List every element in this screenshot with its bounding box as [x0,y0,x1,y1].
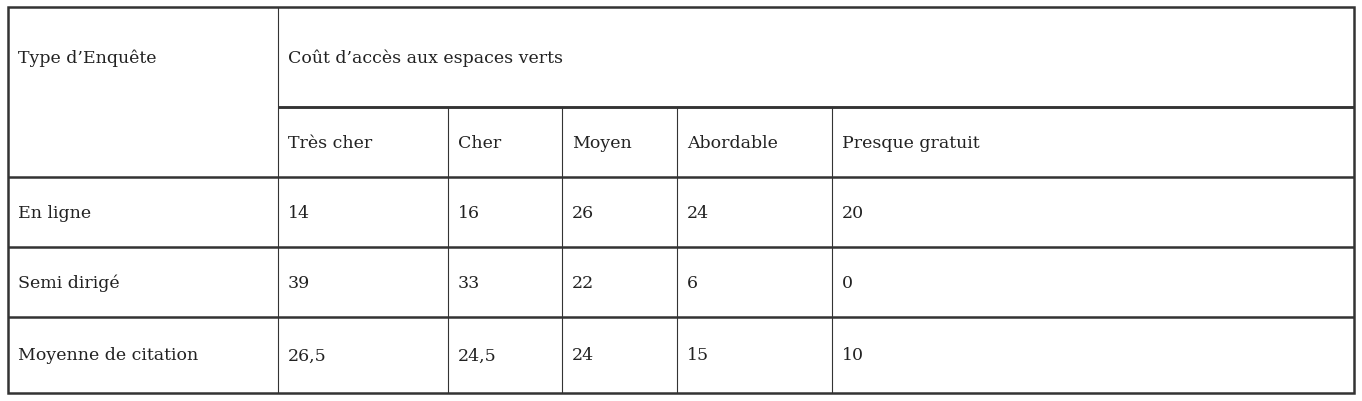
Text: Très cher: Très cher [287,134,372,151]
Text: 6: 6 [686,274,697,291]
Text: Presque gratuit: Presque gratuit [842,134,979,151]
Text: 0: 0 [842,274,853,291]
Text: Abordable: Abordable [686,134,778,151]
Text: 20: 20 [842,204,864,221]
Text: 16: 16 [458,204,479,221]
Text: 33: 33 [458,274,481,291]
Text: Semi dirigé: Semi dirigé [18,273,120,291]
Text: Type d’Enquête: Type d’Enquête [18,49,157,67]
Text: 15: 15 [686,346,710,364]
Text: Cher: Cher [458,134,501,151]
Text: Moyen: Moyen [572,134,632,151]
Text: 24,5: 24,5 [458,346,497,364]
Text: 22: 22 [572,274,594,291]
Text: Coût d’accès aux espaces verts: Coût d’accès aux espaces verts [287,49,563,67]
Text: 26: 26 [572,204,594,221]
Text: 24: 24 [686,204,710,221]
Text: Moyenne de citation: Moyenne de citation [18,346,199,364]
Text: 39: 39 [287,274,311,291]
Text: 24: 24 [572,346,594,364]
Text: 10: 10 [842,346,864,364]
Text: En ligne: En ligne [18,204,91,221]
Text: 14: 14 [287,204,311,221]
Text: 26,5: 26,5 [287,346,327,364]
